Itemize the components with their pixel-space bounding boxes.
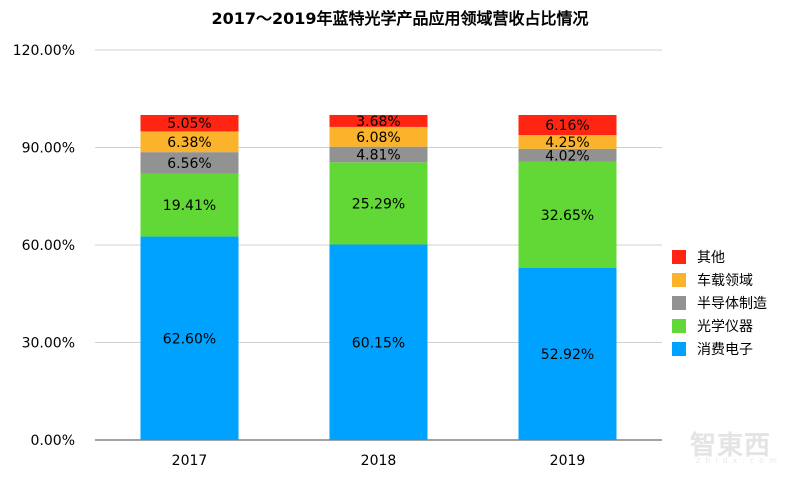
legend-label: 光学仪器 [697,319,753,335]
bar-segment [329,146,428,163]
data-label: 62.60% [163,331,216,347]
x-tick-label: 2019 [550,453,586,469]
chart-title: 2017～2019年蓝特光学产品应用领域营收占比情况 [211,9,588,28]
bar-segment [140,236,239,440]
data-label: 32.65% [541,208,594,224]
y-tick-label: 30.00% [22,336,75,352]
bar-stack-2017: 62.60% 19.41% 6.56% 6.38% 5.05% [140,115,239,440]
bar-segment [518,268,617,440]
legend-item: 消费电子 [672,342,753,358]
bar-segment [329,114,428,127]
bar-segment [140,131,239,153]
x-tick-label: 2017 [172,453,208,469]
bar-segment [329,244,428,440]
data-label: 6.16% [545,118,589,134]
data-label: 5.05% [167,116,211,132]
legend-item: 车载领域 [672,272,753,289]
data-label: 60.15% [352,335,405,351]
legend-item: 其他 [672,250,725,266]
data-label: 6.08% [356,130,400,146]
x-tick-label: 2018 [361,453,397,469]
legend-swatch [672,273,686,287]
legend-swatch [672,342,686,356]
y-tick-label: 60.00% [22,238,75,254]
legend-label: 消费电子 [697,342,753,358]
data-label: 6.56% [167,156,211,172]
bar-segment [140,152,239,174]
watermark-url: zhidx.com [696,456,782,465]
legend-swatch [672,319,686,333]
legend-swatch [672,250,686,264]
y-tick-label: 120.00% [13,43,75,59]
data-label: 25.29% [352,196,405,212]
bar-segment [518,161,617,269]
legend-item: 半导体制造 [672,296,767,312]
legend-item: 光学仪器 [672,319,753,335]
data-label: 4.25% [545,135,589,151]
data-label: 4.02% [545,148,589,164]
bar-segment [518,115,617,136]
y-tick-label: 90.00% [22,141,75,157]
data-label: 3.68% [356,114,400,130]
bar-segment [140,115,239,132]
data-label: 52.92% [541,347,594,363]
legend-swatch [672,296,686,310]
watermark-logo: 智東西 [690,431,772,461]
bar-stack-2018: 60.15% 25.29% 4.81% 6.08%3.68% [329,114,428,440]
data-label: 4.81% [356,148,400,164]
bar-stack-2019: 52.92% 32.65% 4.02%4.25%6.16% [518,115,617,440]
y-tick-label: 0.00% [31,433,75,449]
bar-segment [329,126,428,147]
data-label: 6.38% [167,135,211,151]
bar-segment [518,148,617,162]
legend-label: 其他 [697,250,725,266]
legend-label: 半导体制造 [697,296,767,312]
bar-segment [329,162,428,245]
bar-segment [518,135,617,149]
data-label: 19.41% [163,198,216,214]
bar-segment [140,173,239,237]
legend-label: 车载领域 [697,272,753,289]
